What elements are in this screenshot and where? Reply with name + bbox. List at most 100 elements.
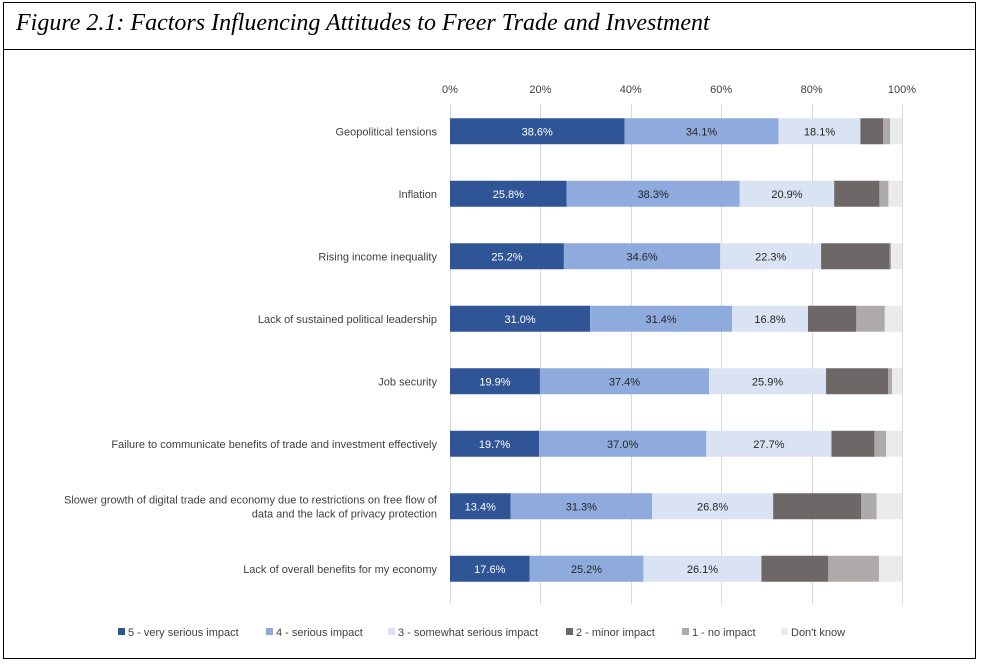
legend-swatch-1-no-impact — [682, 628, 689, 635]
data-label-5-very-serious-impact-row-3: 25.2% — [491, 251, 522, 263]
bar-3-somewhat-serious-impact-row-1 — [778, 118, 861, 145]
bar-don-t-know-row-6 — [886, 430, 902, 457]
bar-4-serious-impact-row-8 — [529, 555, 644, 582]
bar-2-minor-impact-row-3 — [821, 243, 890, 270]
bar-don-t-know-row-7 — [876, 493, 902, 520]
data-label-4-serious-impact-row-3: 34.6% — [626, 251, 657, 263]
data-label-5-very-serious-impact-row-2: 25.8% — [493, 189, 524, 201]
bar-4-serious-impact-row-6 — [539, 430, 707, 457]
legend-label-1-no-impact: 1 - no impact — [692, 627, 756, 639]
legend-label-don-t-know: Don't know — [791, 627, 845, 639]
bar-don-t-know-row-8 — [878, 555, 902, 582]
data-label-3-somewhat-serious-impact-row-4: 16.8% — [754, 314, 785, 326]
category-label-slower-growth-of-digital-trade-and-econo: Slower growth of digital trade and econo… — [64, 494, 438, 520]
data-label-5-very-serious-impact-row-1: 38.6% — [522, 126, 553, 138]
bar-1-no-impact-row-2 — [879, 180, 889, 207]
data-label-5-very-serious-impact-row-4: 31.0% — [504, 314, 535, 326]
bar-don-t-know-row-3 — [891, 243, 902, 270]
bar-3-somewhat-serious-impact-row-5 — [708, 368, 827, 395]
category-label-lack-of-overall-benefits-for-my-economy: Lack of overall benefits for my economy — [243, 564, 437, 576]
bar-2-minor-impact-row-5 — [826, 368, 888, 395]
bar-2-minor-impact-row-7 — [773, 493, 862, 520]
category-label-line: data and the lack of privacy protection — [252, 508, 437, 520]
bar-don-t-know-row-1 — [890, 118, 902, 145]
legend-swatch-2-minor-impact — [566, 628, 573, 635]
bar-5-very-serious-impact-row-4 — [450, 305, 591, 332]
bar-5-very-serious-impact-row-6 — [450, 430, 540, 457]
data-label-5-very-serious-impact-row-8: 17.6% — [474, 564, 505, 576]
bar-don-t-know-row-4 — [884, 305, 902, 332]
data-label-3-somewhat-serious-impact-row-5: 25.9% — [752, 376, 783, 388]
data-label-4-serious-impact-row-7: 31.3% — [566, 501, 597, 513]
legend-label-2-minor-impact: 2 - minor impact — [576, 627, 655, 639]
title-bar: Figure 2.1: Factors Influencing Attitude… — [4, 3, 975, 50]
category-label-inflation: Inflation — [398, 189, 437, 201]
bar-5-very-serious-impact-row-7 — [450, 493, 511, 520]
bar-3-somewhat-serious-impact-row-4 — [732, 305, 808, 332]
data-label-4-serious-impact-row-6: 37.0% — [607, 439, 638, 451]
category-label-geopolitical-tensions: Geopolitical tensions — [335, 126, 437, 138]
bar-5-very-serious-impact-row-8 — [450, 555, 530, 582]
bar-5-very-serious-impact-row-5 — [450, 368, 540, 395]
bar-don-t-know-row-2 — [888, 180, 902, 207]
data-label-5-very-serious-impact-row-6: 19.7% — [479, 439, 510, 451]
bar-1-no-impact-row-5 — [887, 368, 893, 395]
x-tick-label-1: 20% — [529, 84, 551, 96]
bar-3-somewhat-serious-impact-row-3 — [720, 243, 822, 270]
data-label-4-serious-impact-row-2: 38.3% — [638, 189, 669, 201]
bar-don-t-know-row-5 — [892, 368, 902, 395]
bar-1-no-impact-row-7 — [861, 493, 877, 520]
bar-2-minor-impact-row-4 — [807, 305, 857, 332]
bar-4-serious-impact-row-3 — [563, 243, 721, 270]
data-label-3-somewhat-serious-impact-row-1: 18.1% — [804, 126, 835, 138]
chart-title: Figure 2.1: Factors Influencing Attitude… — [16, 10, 710, 36]
legend-swatch-don-t-know — [781, 628, 788, 635]
data-label-4-serious-impact-row-8: 25.2% — [571, 564, 602, 576]
bar-3-somewhat-serious-impact-row-7 — [652, 493, 774, 520]
data-label-3-somewhat-serious-impact-row-3: 22.3% — [755, 251, 786, 263]
bar-1-no-impact-row-1 — [883, 118, 891, 145]
legend-label-3-somewhat-serious-impact: 3 - somewhat serious impact — [398, 627, 538, 639]
bar-2-minor-impact-row-8 — [761, 555, 829, 582]
bar-5-very-serious-impact-row-3 — [450, 243, 564, 270]
legend-label-4-serious-impact: 4 - serious impact — [276, 627, 363, 639]
x-tick-label-3: 60% — [710, 84, 732, 96]
bar-2-minor-impact-row-1 — [860, 118, 884, 145]
bar-1-no-impact-row-3 — [889, 243, 892, 270]
bar-5-very-serious-impact-row-2 — [450, 180, 567, 207]
bar-5-very-serious-impact-row-1 — [450, 118, 625, 145]
x-tick-label-4: 80% — [801, 84, 823, 96]
bar-4-serious-impact-row-4 — [590, 305, 733, 332]
category-label-failure-to-communicate-benefits-of-trade: Failure to communicate benefits of trade… — [111, 439, 437, 451]
data-label-4-serious-impact-row-1: 34.1% — [686, 126, 717, 138]
bar-3-somewhat-serious-impact-row-8 — [643, 555, 762, 582]
category-label-rising-income-inequality: Rising income inequality — [318, 251, 437, 263]
bar-4-serious-impact-row-7 — [510, 493, 653, 520]
data-label-5-very-serious-impact-row-5: 19.9% — [479, 376, 510, 388]
x-tick-label-2: 40% — [620, 84, 642, 96]
legend-label-5-very-serious-impact: 5 - very serious impact — [128, 627, 239, 639]
data-label-4-serious-impact-row-4: 31.4% — [645, 314, 676, 326]
bar-3-somewhat-serious-impact-row-2 — [739, 180, 835, 207]
bar-4-serious-impact-row-1 — [624, 118, 779, 145]
category-label-job-security: Job security — [378, 376, 437, 388]
x-tick-label-5: 100% — [888, 84, 916, 96]
legend-swatch-3-somewhat-serious-impact — [388, 628, 395, 635]
category-label-lack-of-sustained-political-leadership: Lack of sustained political leadership — [258, 314, 437, 326]
bar-4-serious-impact-row-5 — [539, 368, 709, 395]
bar-2-minor-impact-row-2 — [834, 180, 880, 207]
category-label-line: Slower growth of digital trade and econo… — [64, 494, 438, 506]
bar-2-minor-impact-row-6 — [831, 430, 875, 457]
legend-swatch-4-serious-impact — [266, 628, 273, 635]
data-label-3-somewhat-serious-impact-row-6: 27.7% — [753, 439, 784, 451]
data-label-4-serious-impact-row-5: 37.4% — [609, 376, 640, 388]
x-tick-label-0: 0% — [442, 84, 458, 96]
bar-1-no-impact-row-8 — [828, 555, 879, 582]
bar-4-serious-impact-row-2 — [566, 180, 740, 207]
data-label-3-somewhat-serious-impact-row-2: 20.9% — [771, 189, 802, 201]
bar-1-no-impact-row-4 — [856, 305, 885, 332]
data-label-3-somewhat-serious-impact-row-7: 26.8% — [697, 501, 728, 513]
bar-3-somewhat-serious-impact-row-6 — [706, 430, 832, 457]
data-label-3-somewhat-serious-impact-row-8: 26.1% — [687, 564, 718, 576]
